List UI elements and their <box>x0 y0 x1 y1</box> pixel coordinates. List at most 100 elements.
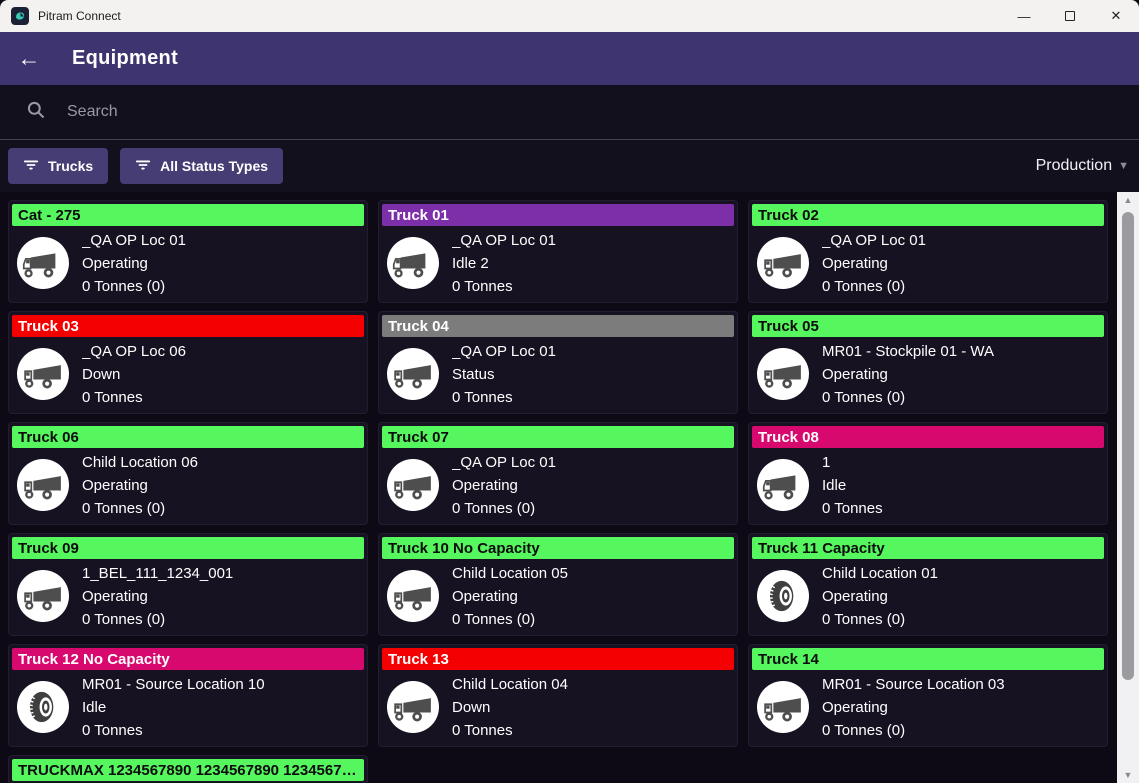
equipment-details: _QA OP Loc 01 Operating 0 Tonnes (0) <box>452 451 556 520</box>
equipment-location: MR01 - Source Location 03 <box>822 675 1005 693</box>
equipment-details: Child Location 04 Down 0 Tonnes <box>452 673 568 742</box>
equipment-tonnes: 0 Tonnes (0) <box>822 721 906 739</box>
equipment-card-header: Cat - 275 <box>12 204 364 226</box>
equipment-location: _QA OP Loc 06 <box>82 342 186 360</box>
maximize-icon <box>1065 11 1075 21</box>
equipment-status: Operating <box>822 587 888 605</box>
equipment-avatar <box>387 681 439 733</box>
equipment-tonnes: 0 Tonnes <box>82 388 143 406</box>
equipment-card[interactable]: Cat - 275 _QA OP Loc 01 Operat <box>8 200 368 303</box>
equipment-details: MR01 - Source Location 03 Operating 0 To… <box>822 673 1005 742</box>
trucks-filter-label: Trucks <box>48 158 94 174</box>
equipment-card[interactable]: Truck 11 Capacity Ch <box>748 533 1108 636</box>
equipment-card[interactable]: Truck 12 No Capacity <box>8 644 368 747</box>
equipment-card[interactable]: Truck 09 1_BEL_111_1234_001 Operating 0 … <box>8 533 368 636</box>
equipment-avatar <box>387 237 439 289</box>
equipment-card-body: _QA OP Loc 01 Status 0 Tonnes <box>379 337 737 411</box>
equipment-avatar <box>387 570 439 622</box>
equipment-card[interactable]: Truck 01 _QA OP Loc 01 Idle 2 <box>378 200 738 303</box>
equipment-card-header: Truck 04 <box>382 315 734 337</box>
equipment-card-body: Child Location 04 Down 0 Tonnes <box>379 670 737 744</box>
search-bar[interactable]: Search <box>0 85 1139 140</box>
maximize-button[interactable] <box>1047 0 1093 32</box>
equipment-status: Operating <box>822 254 888 272</box>
vertical-scrollbar[interactable]: ▲ ▼ <box>1117 192 1139 783</box>
equipment-card-body: Child Location 05 Operating 0 Tonnes (0) <box>379 559 737 633</box>
equipment-status: Idle <box>82 698 107 716</box>
equipment-card[interactable]: Truck 04 _QA OP Loc 01 Status 0 Tonnes <box>378 311 738 414</box>
equipment-status: Operating <box>452 587 518 605</box>
equipment-details: 1_BEL_111_1234_001 Operating 0 Tonnes (0… <box>82 562 233 631</box>
equipment-location: _QA OP Loc 01 <box>452 231 556 249</box>
equipment-card[interactable]: Truck 10 No Capacity Child Location 05 O… <box>378 533 738 636</box>
status-types-filter-button[interactable]: All Status Types <box>120 148 284 184</box>
equipment-name: Cat - 275 <box>18 206 81 224</box>
equipment-card-header: Truck 14 <box>752 648 1104 670</box>
equipment-details: Child Location 05 Operating 0 Tonnes (0) <box>452 562 568 631</box>
equipment-card[interactable]: Truck 13 Child Location 04 Down 0 Tonnes <box>378 644 738 747</box>
equipment-tonnes: 0 Tonnes (0) <box>822 610 906 628</box>
equipment-location: Child Location 06 <box>82 453 198 471</box>
equipment-card[interactable]: Truck 03 _QA OP Loc 06 Down 0 Tonnes <box>8 311 368 414</box>
equipment-card[interactable]: Truck 08 1 Idle 0 Tonn <box>748 422 1108 525</box>
equipment-name: Truck 04 <box>388 317 449 335</box>
equipment-avatar <box>757 459 809 511</box>
equipment-details: _QA OP Loc 01 Idle 2 0 Tonnes <box>452 229 556 298</box>
equipment-tonnes: 0 Tonnes <box>82 721 143 739</box>
equipment-card[interactable]: TRUCKMAX 1234567890 1234567890 123456789… <box>8 755 368 783</box>
equipment-card[interactable]: Truck 14 MR01 - Source Location 03 Opera… <box>748 644 1108 747</box>
equipment-status: Operating <box>822 698 888 716</box>
dump-truck-icon <box>24 365 61 389</box>
equipment-card-header: Truck 06 <box>12 426 364 448</box>
equipment-list: Cat - 275 _QA OP Loc 01 Operat <box>0 192 1139 783</box>
equipment-card-header: Truck 01 <box>382 204 734 226</box>
equipment-location: MR01 - Stockpile 01 - WA <box>822 342 994 360</box>
app-logo-icon <box>11 7 29 25</box>
dump-truck-icon <box>764 698 801 722</box>
equipment-name: Truck 13 <box>388 650 449 668</box>
equipment-status: Idle <box>822 476 847 494</box>
equipment-status: Status <box>452 365 495 383</box>
trucks-filter-button[interactable]: Trucks <box>8 148 109 184</box>
equipment-details: 1 Idle 0 Tonnes <box>822 451 883 520</box>
equipment-avatar <box>17 237 69 289</box>
equipment-tonnes: 0 Tonnes (0) <box>452 610 536 628</box>
equipment-card[interactable]: Truck 06 Child Location 06 Operating 0 T… <box>8 422 368 525</box>
equipment-name: Truck 01 <box>388 206 449 224</box>
equipment-card[interactable]: Truck 02 _QA OP Loc 01 Operating 0 Tonne… <box>748 200 1108 303</box>
dump-truck-icon <box>764 254 801 278</box>
dump-truck-icon <box>394 587 431 611</box>
minimize-button[interactable]: — <box>1017 8 1031 24</box>
filter-row: Trucks All Status Types Production ▼ <box>0 140 1139 192</box>
close-button[interactable]: ✕ <box>1110 8 1122 23</box>
equipment-tonnes: 0 Tonnes <box>452 388 513 406</box>
equipment-tonnes: 0 Tonnes (0) <box>822 388 906 406</box>
equipment-card[interactable]: Truck 07 _QA OP Loc 01 Operating 0 Tonne… <box>378 422 738 525</box>
equipment-details: MR01 - Source Location 10 Idle 0 Tonnes <box>82 673 265 742</box>
scroll-down-icon[interactable]: ▼ <box>1123 770 1133 780</box>
equipment-location: _QA OP Loc 01 <box>452 342 556 360</box>
equipment-avatar <box>757 681 809 733</box>
scrollbar-thumb[interactable] <box>1122 212 1134 680</box>
haul-truck-icon <box>392 253 426 278</box>
equipment-card-body: _QA OP Loc 06 Down 0 Tonnes <box>9 337 367 411</box>
page-title: Equipment <box>72 47 179 69</box>
equipment-avatar <box>757 237 809 289</box>
equipment-avatar <box>17 570 69 622</box>
back-arrow-icon[interactable]: ← <box>17 45 41 71</box>
production-dropdown[interactable]: Production ▼ <box>1036 157 1129 175</box>
equipment-name: Truck 02 <box>758 206 819 224</box>
equipment-tonnes: 0 Tonnes (0) <box>82 499 166 517</box>
equipment-name: Truck 11 Capacity <box>758 539 885 557</box>
status-types-filter-label: All Status Types <box>160 158 269 174</box>
equipment-name: Truck 08 <box>758 428 819 446</box>
equipment-card[interactable]: Truck 05 MR01 - Stockpile 01 - WA Operat… <box>748 311 1108 414</box>
equipment-name: Truck 12 No Capacity <box>18 650 170 668</box>
equipment-card-header: Truck 10 No Capacity <box>382 537 734 559</box>
equipment-card-header: Truck 09 <box>12 537 364 559</box>
equipment-details: Child Location 06 Operating 0 Tonnes (0) <box>82 451 198 520</box>
haul-truck-icon <box>762 475 796 500</box>
equipment-location: 1_BEL_111_1234_001 <box>82 564 234 582</box>
scroll-up-icon[interactable]: ▲ <box>1123 195 1133 205</box>
equipment-avatar <box>17 459 69 511</box>
